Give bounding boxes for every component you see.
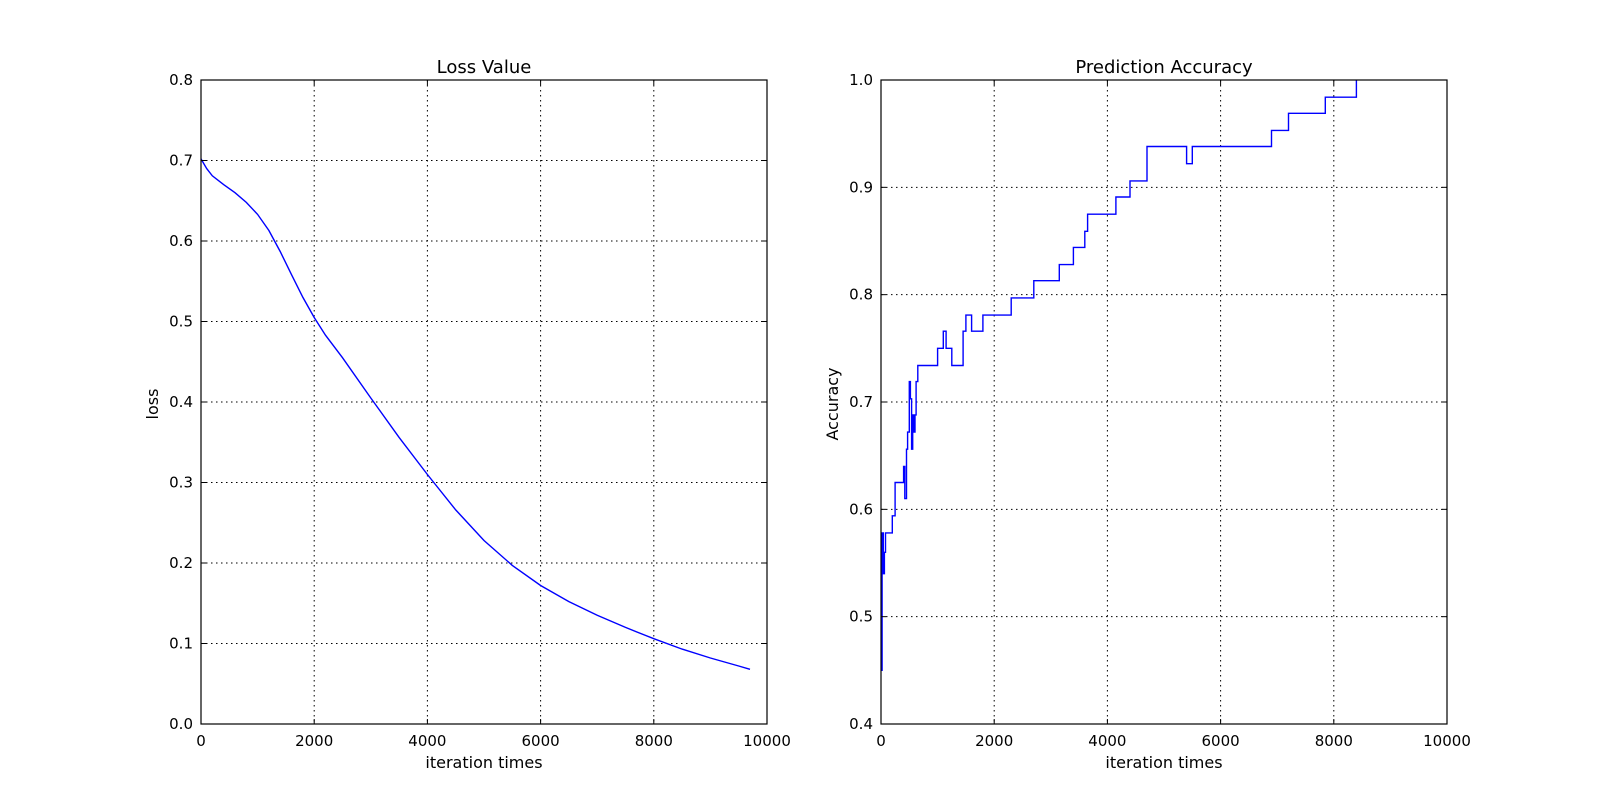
loss-chart-ytick-label: 0.2 [169, 554, 193, 572]
loss-chart-ytick-label: 0.5 [169, 313, 193, 331]
loss-chart-ytick-label: 0.1 [169, 635, 193, 653]
loss-chart-ytick-label: 0.6 [169, 232, 193, 250]
accuracy-chart-xtick-label: 10000 [1423, 732, 1471, 750]
loss-chart-xtick-label: 6000 [522, 732, 560, 750]
loss-chart-ytick-label: 0.7 [169, 152, 193, 170]
accuracy-chart-xlabel: iteration times [1105, 753, 1222, 772]
loss-chart-ylabel: loss [143, 389, 162, 420]
accuracy-chart-ytick-label: 0.6 [849, 500, 873, 518]
loss-chart-xtick-label: 2000 [295, 732, 333, 750]
accuracy-chart: Prediction Accuracy iteration times Accu… [823, 57, 1471, 772]
accuracy-chart-ytick-label: 0.9 [849, 178, 873, 196]
loss-chart-xtick-label: 0 [196, 732, 206, 750]
accuracy-chart-series-line [881, 80, 1358, 671]
accuracy-chart-ytick-label: 0.7 [849, 393, 873, 411]
loss-chart-ytick-label: 0.8 [169, 71, 193, 89]
accuracy-chart-xtick-label: 6000 [1202, 732, 1240, 750]
loss-chart-series-line [200, 158, 751, 670]
loss-chart-xtick-label: 4000 [408, 732, 446, 750]
loss-chart-xlabel: iteration times [425, 753, 542, 772]
loss-chart-xtick-label: 8000 [635, 732, 673, 750]
accuracy-chart-xtick-label: 4000 [1088, 732, 1126, 750]
accuracy-chart-xtick-label: 2000 [975, 732, 1013, 750]
accuracy-chart-title: Prediction Accuracy [1075, 57, 1253, 78]
accuracy-chart-ytick-label: 0.4 [849, 715, 873, 733]
loss-chart-ytick-label: 0.3 [169, 474, 193, 492]
loss-chart-title: Loss Value [437, 57, 532, 78]
accuracy-chart-ytick-label: 0.8 [849, 286, 873, 304]
accuracy-chart-ytick-label: 1.0 [849, 71, 873, 89]
accuracy-chart-ytick-label: 0.5 [849, 608, 873, 626]
loss-chart: Loss Value iteration times loss 0 2000 400… [143, 57, 791, 772]
loss-chart-ytick-label: 0.4 [169, 393, 193, 411]
loss-chart-xtick-label: 10000 [743, 732, 791, 750]
accuracy-chart-xtick-label: 0 [876, 732, 886, 750]
accuracy-chart-ylabel: Accuracy [823, 367, 842, 440]
loss-chart-ytick-label: 0.0 [169, 715, 193, 733]
accuracy-chart-xtick-label: 8000 [1315, 732, 1353, 750]
